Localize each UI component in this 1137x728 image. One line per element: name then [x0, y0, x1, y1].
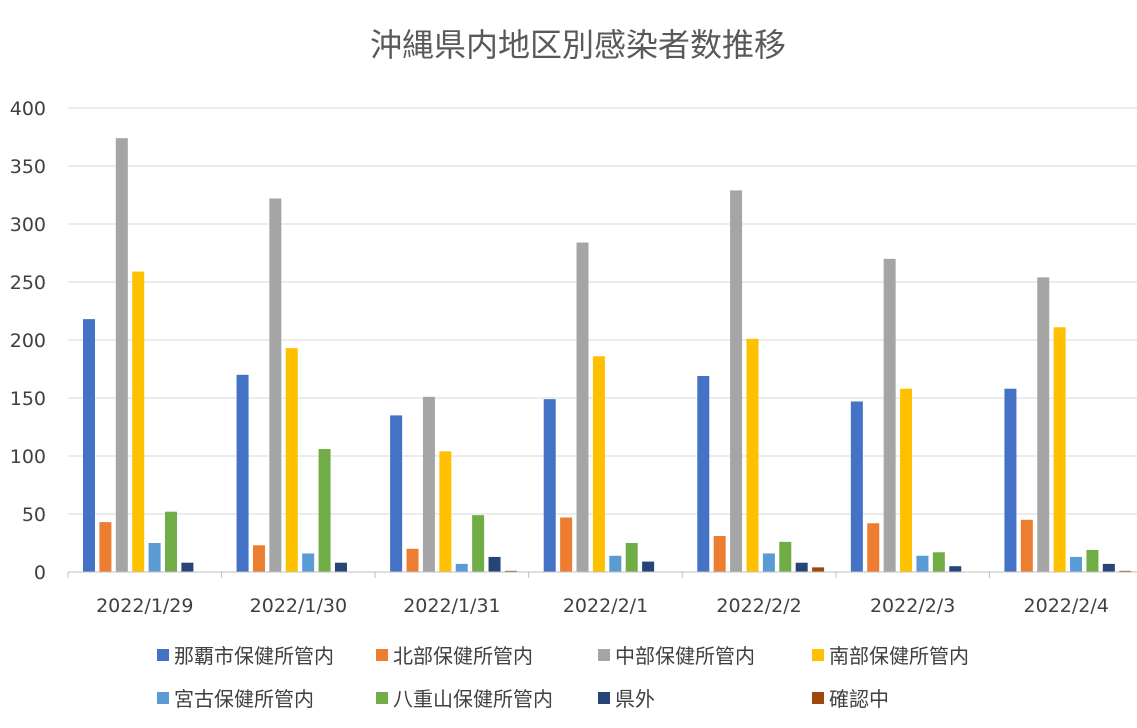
bar	[1053, 327, 1066, 572]
bar	[115, 138, 128, 572]
x-axis-ticks: 2022/1/29 2022/1/30 2022/1/31 2022/2/1 2022/…	[96, 595, 1109, 617]
bar	[334, 562, 347, 572]
bar	[746, 338, 759, 572]
chart-title: 沖縄県内地区別感染者数推移	[370, 26, 786, 64]
bar	[181, 562, 194, 572]
legend-label: 八重山保健所管内	[393, 687, 553, 711]
bar	[165, 511, 177, 572]
bar	[455, 563, 468, 572]
x-tick-label: 2022/1/31	[403, 595, 500, 617]
bar	[1004, 388, 1017, 572]
legend-label: 宮古保健所管内	[174, 687, 314, 711]
legend-swatch	[812, 692, 824, 704]
bar	[576, 242, 589, 572]
x-axis	[67, 571, 1137, 578]
y-tick-label: 50	[22, 504, 46, 526]
bar	[713, 536, 726, 572]
bar	[439, 451, 452, 572]
legend-swatch	[812, 649, 824, 661]
bar	[543, 399, 556, 572]
x-tick-label: 2022/2/2	[716, 595, 801, 617]
legend-swatch	[598, 649, 610, 661]
bar	[1037, 277, 1050, 572]
y-tick-label: 100	[10, 446, 46, 468]
legend-label: 県外	[615, 687, 655, 711]
y-tick-label: 150	[10, 388, 46, 410]
x-tick-label: 2022/2/1	[563, 595, 648, 617]
bar	[1086, 549, 1099, 572]
bar	[642, 561, 655, 572]
bar	[236, 374, 249, 572]
legend-label: 那覇市保健所管内	[174, 644, 334, 668]
bar	[132, 271, 145, 572]
bar	[83, 319, 95, 572]
legend-label: 中部保健所管内	[615, 644, 755, 668]
bar	[779, 541, 792, 572]
bar	[850, 401, 863, 572]
bar	[488, 556, 501, 572]
bar	[609, 555, 622, 572]
bar	[900, 388, 913, 572]
bar	[252, 545, 265, 572]
y-tick-label: 0	[34, 562, 46, 584]
bar	[422, 396, 435, 572]
bar	[730, 190, 743, 573]
y-tick-label: 300	[10, 214, 46, 236]
bar	[99, 522, 112, 572]
bar	[406, 548, 419, 572]
bar	[867, 523, 880, 572]
bar	[1020, 519, 1033, 572]
legend-label: 南部保健所管内	[829, 644, 969, 668]
y-tick-label: 200	[10, 330, 46, 352]
legend-label: 確認中	[829, 687, 889, 711]
x-tick-label: 2022/1/30	[250, 595, 347, 617]
y-axis-ticks: 0 50 100 150 200 250 300 350 400	[10, 98, 46, 584]
bar	[795, 562, 808, 572]
bars	[83, 138, 1132, 573]
bar	[1119, 570, 1132, 572]
bar	[812, 567, 825, 572]
bar	[318, 449, 331, 572]
bar	[302, 553, 315, 572]
x-tick-label: 2022/2/4	[1024, 595, 1109, 617]
x-tick-label: 2022/2/3	[870, 595, 955, 617]
legend-swatch	[376, 692, 388, 704]
y-tick-label: 350	[10, 156, 46, 178]
x-tick-label: 2022/1/29	[96, 595, 193, 617]
bar	[269, 198, 282, 573]
bar	[592, 356, 605, 572]
bar	[504, 570, 517, 572]
bar	[625, 543, 638, 572]
bar	[285, 348, 298, 572]
bar	[932, 552, 945, 572]
bar	[762, 553, 775, 572]
y-tick-label: 400	[10, 98, 46, 120]
legend-swatch	[157, 649, 169, 661]
bar	[472, 515, 485, 572]
bar	[883, 258, 896, 572]
legend-swatch	[376, 649, 388, 661]
bar	[390, 415, 403, 572]
legend-label: 北部保健所管内	[393, 644, 533, 668]
bar	[560, 517, 573, 572]
bar	[949, 566, 962, 572]
bar	[697, 375, 710, 572]
legend-swatch	[598, 692, 610, 704]
bar	[1070, 556, 1083, 572]
bar	[148, 543, 161, 572]
bar	[916, 555, 929, 572]
legend-swatch	[157, 692, 169, 704]
bar	[1102, 563, 1115, 572]
y-tick-label: 250	[10, 272, 46, 294]
